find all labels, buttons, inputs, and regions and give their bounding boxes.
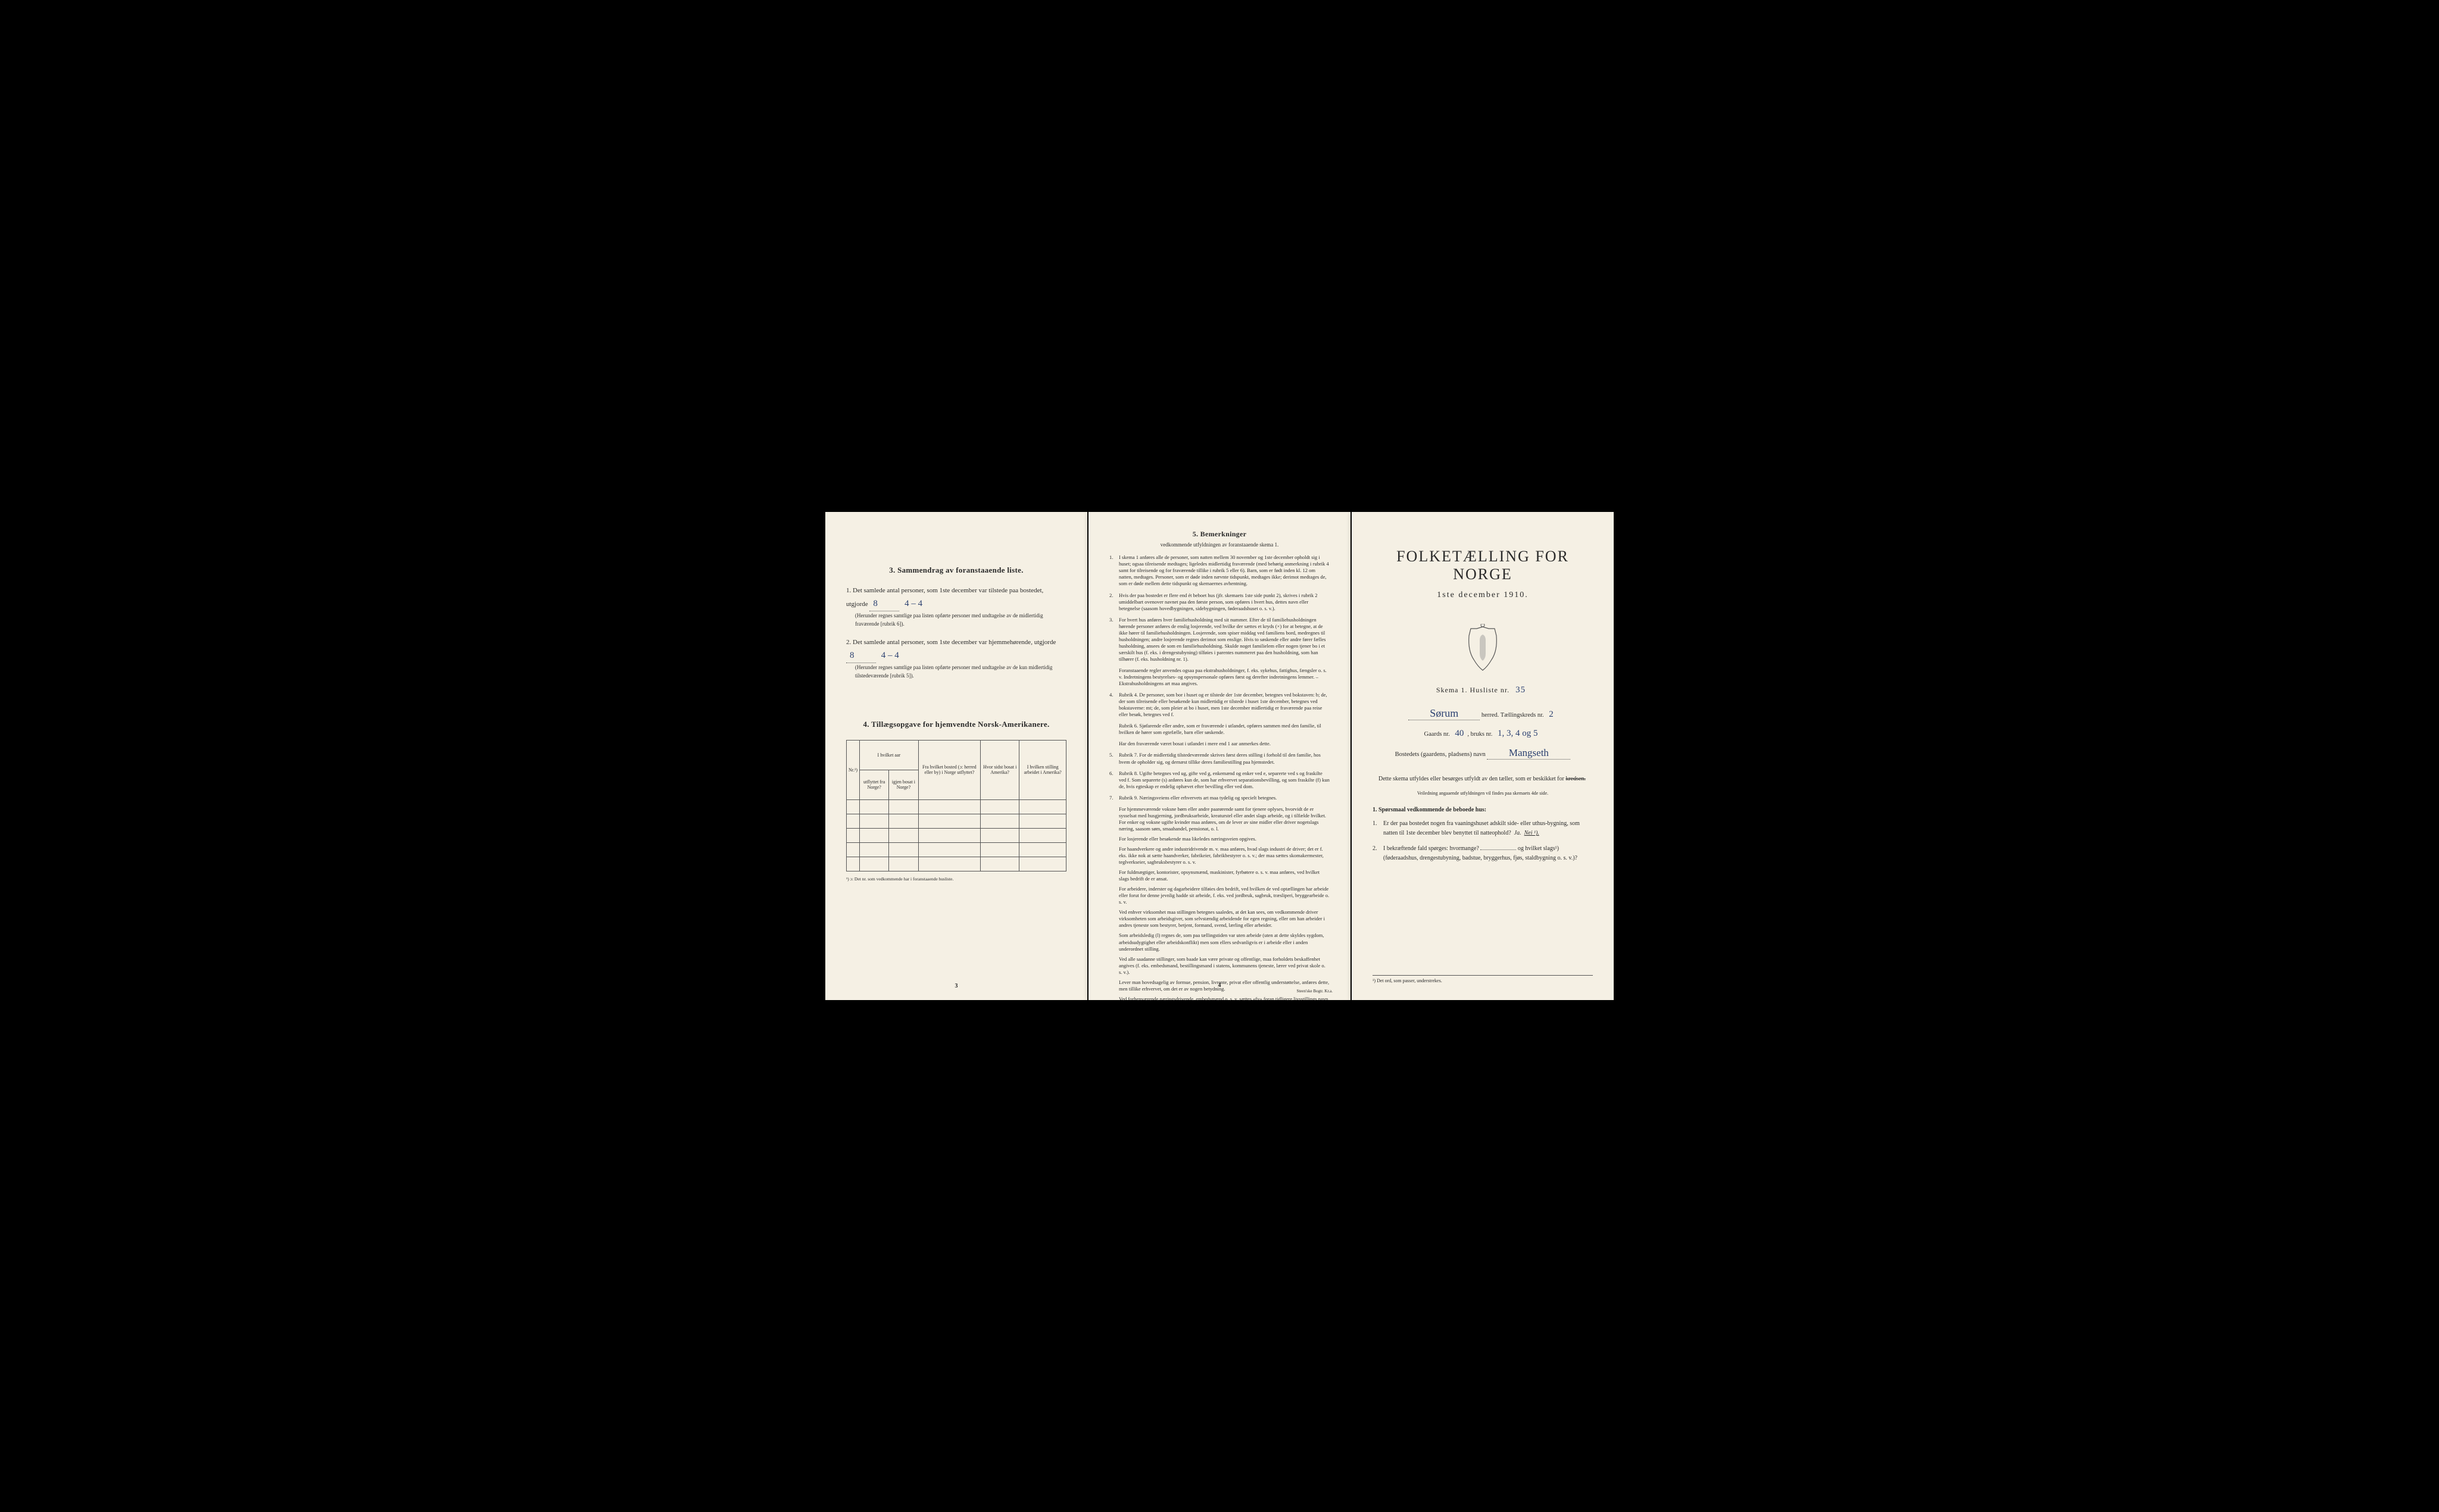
- page3-footnote: ¹) Det ord, som passer, understrekes.: [1373, 975, 1593, 983]
- table-footnote: ¹) ɔ: Det nr. som vedkommende har i fora…: [846, 876, 1066, 882]
- census-document: 3. Sammendrag av foranstaaende liste. 1.…: [825, 512, 1614, 1000]
- herred-line: Sørum herred. Tællingskreds nr. 2: [1373, 707, 1593, 720]
- page-4: 5. Bemerkninger vedkommende utfyldningen…: [1088, 512, 1351, 1000]
- section-4-title: 4. Tillægsopgave for hjemvendte Norsk-Am…: [846, 720, 1066, 729]
- document-title: FOLKETÆLLING FOR NORGE: [1373, 548, 1593, 583]
- remark-subitem: For fuldmægtiger, kontorister, opsynsmæn…: [1119, 869, 1330, 882]
- remark-subitem: Ved alle saadanne stillinger, som baade …: [1119, 956, 1330, 976]
- remark-subitem: For haandverkere og andre industridriven…: [1119, 846, 1330, 866]
- summary-item-1: 1. Det samlede antal personer, som 1ste …: [846, 586, 1066, 628]
- table-row: [847, 799, 1066, 814]
- remark-item: 5.Rubrik 7. For de midlertidig tilstedev…: [1109, 752, 1330, 765]
- remark-subitem: For hjemmeværende voksne børn eller andr…: [1119, 806, 1330, 832]
- remark-item: 1.I skema 1 anføres alle de personer, so…: [1109, 554, 1330, 587]
- census-date: 1ste december 1910.: [1373, 591, 1593, 600]
- instructions-text: Dette skema utfyldes eller besørges utfy…: [1373, 774, 1593, 783]
- table-row: [847, 857, 1066, 871]
- remark-subitem: Som arbeidsledig (l) regnes de, som paa …: [1119, 932, 1330, 952]
- page-1-cover: FOLKETÆLLING FOR NORGE 1ste december 191…: [1352, 512, 1614, 1000]
- remark-item: 4.Rubrik 4. De personer, som bor i huset…: [1109, 692, 1330, 718]
- remark-item: 6.Rubrik 8. Ugifte betegnes ved ug, gift…: [1109, 770, 1330, 790]
- question-1: 1. Er der paa bostedet nogen fra vaaning…: [1373, 819, 1593, 838]
- bosted-line: Bostedets (gaardens, pladsens) navn Mang…: [1373, 747, 1593, 760]
- gaards-line: Gaards nr. 40, bruks nr. 1, 3, 4 og 5: [1373, 729, 1593, 739]
- remark-item: Foranstaaende regler anvendes ogsaa paa …: [1109, 667, 1330, 687]
- page-number: 3: [955, 983, 958, 989]
- question-2: 2. I bekræftende fald spørges: hvormange…: [1373, 844, 1593, 863]
- remark-item: Rubrik 6. Sjøfarende eller andre, som er…: [1109, 723, 1330, 736]
- remark-subitem: Ved enhver virksomhet maa stillingen bet…: [1119, 909, 1330, 929]
- remark-subitem: For losjerende eller besøkende maa likel…: [1119, 836, 1330, 842]
- remark-subitem: For arbeidere, inderster og dagarbeidere…: [1119, 886, 1330, 905]
- remark-item: 7.Rubrik 9. Næringsveiens eller erhverve…: [1109, 795, 1330, 801]
- printer-mark: Steen'ske Bogtr. Kr.a.: [1296, 989, 1333, 994]
- page-3: 3. Sammendrag av foranstaaende liste. 1.…: [825, 512, 1087, 1000]
- remark-subitem: Ved forhenværende næringsdrivende, embed…: [1119, 996, 1330, 1000]
- question-list: 1. Er der paa bostedet nogen fra vaaning…: [1373, 819, 1593, 863]
- national-crest-icon: [1462, 624, 1504, 674]
- remark-item: Har den fraværende været bosat i utlande…: [1109, 741, 1330, 747]
- section-5-title: 5. Bemerkninger: [1109, 530, 1330, 539]
- table-row: [847, 842, 1066, 857]
- page-number: 4: [1218, 982, 1221, 989]
- remark-item: 3.For hvert hus anføres hver familiehush…: [1109, 617, 1330, 663]
- section-3-title: 3. Sammendrag av foranstaaende liste.: [846, 566, 1066, 575]
- table-row: [847, 814, 1066, 828]
- emigrant-table: Nr.¹) I hvilket aar Fra hvilket bosted (…: [846, 740, 1066, 871]
- table-row: [847, 828, 1066, 842]
- schema-line: Skema 1. Husliste nr. 35: [1373, 685, 1593, 695]
- remark-item: 2.Hvis der paa bostedet er flere end ét …: [1109, 592, 1330, 612]
- question-section-1: 1. Spørsmaal vedkommende de beboede hus:: [1373, 807, 1593, 813]
- summary-item-2: 2. Det samlede antal personer, som 1ste …: [846, 638, 1066, 680]
